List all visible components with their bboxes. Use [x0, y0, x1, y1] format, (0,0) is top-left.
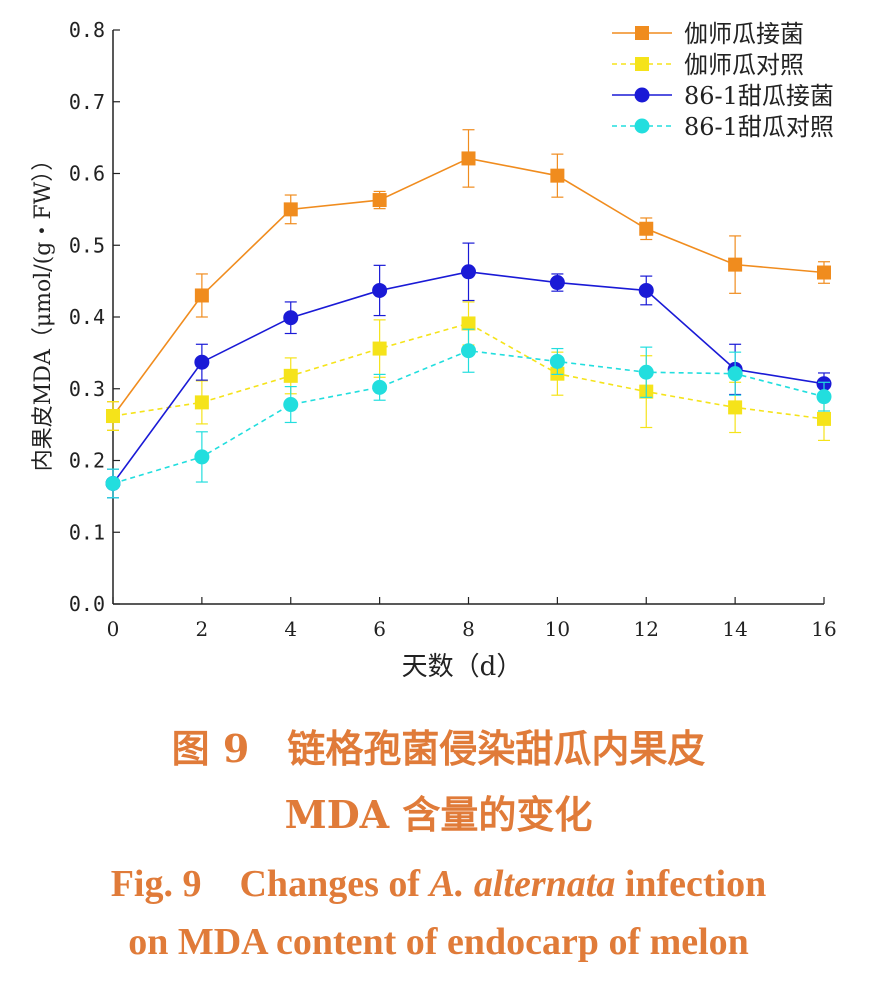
caption-en-species: A. alternata: [429, 863, 616, 905]
x-axis-label: 天数（d）: [402, 652, 523, 682]
data-point: [461, 343, 476, 359]
legend-item: 86-1甜瓜接菌: [612, 82, 834, 110]
series-3: [105, 242, 832, 499]
y-tick-label: 0.3: [69, 377, 105, 401]
legend-marker: [634, 118, 650, 134]
x-tick-label: 8: [462, 617, 475, 641]
data-point: [727, 366, 743, 382]
data-point: [817, 265, 831, 280]
data-point: [372, 341, 387, 356]
y-tick-label: 0.8: [69, 18, 105, 42]
data-point: [372, 193, 387, 208]
legend-label: 86-1甜瓜接菌: [684, 82, 834, 110]
y-tick-label: 0.7: [69, 90, 105, 114]
chart-series: [105, 129, 832, 499]
data-point: [194, 395, 209, 410]
y-tick-label: 0.6: [69, 162, 105, 186]
caption-cn-line2: MDA 含量的变化: [284, 792, 593, 837]
x-tick-label: 0: [107, 617, 120, 641]
legend-marker: [635, 26, 649, 40]
caption-en-suffix: infection: [615, 863, 767, 905]
data-point: [549, 353, 565, 369]
data-point: [283, 397, 299, 413]
data-point: [639, 221, 654, 236]
y-tick-label: 0.0: [69, 592, 105, 616]
legend-label: 伽师瓜对照: [684, 51, 804, 79]
data-point: [283, 310, 299, 326]
x-tick-label: 6: [373, 617, 386, 641]
data-point: [549, 275, 565, 291]
data-point: [283, 368, 298, 383]
data-point: [372, 282, 388, 298]
x-tick-label: 4: [284, 617, 297, 641]
y-axis-label: 内果皮MDA（μmol/(g・FW））: [31, 149, 56, 471]
data-point: [461, 316, 476, 331]
data-point: [194, 354, 210, 370]
x-tick-label: 16: [811, 617, 836, 641]
data-point: [728, 400, 743, 415]
y-tick-label: 0.4: [69, 305, 105, 329]
y-tick-label: 0.2: [69, 449, 105, 473]
series-line: [112, 322, 825, 420]
data-point: [461, 151, 476, 166]
x-tick-label: 10: [545, 617, 570, 641]
x-tick-label: 14: [722, 617, 747, 641]
data-point: [817, 411, 831, 426]
caption-en-line2: on MDA content of endocarp of melon: [128, 921, 749, 963]
data-point: [105, 475, 121, 491]
data-point: [283, 202, 298, 217]
x-tick-label: 12: [634, 617, 659, 641]
data-point: [461, 264, 476, 280]
chart-axes: 0.0 0.1 0.2 0.3 0.4 0.5 0.6 0.7 0.8 0 2 4 6 8 10 12 14 16: [69, 18, 837, 641]
caption-en-prefix: Fig. 9 Changes of: [110, 863, 430, 905]
legend-item: 伽师瓜接菌: [612, 20, 804, 48]
data-point: [372, 379, 388, 395]
data-point: [638, 364, 654, 380]
y-tick-label: 0.1: [69, 520, 105, 544]
legend-marker: [634, 87, 650, 103]
data-point: [550, 168, 565, 183]
data-point: [194, 288, 209, 303]
data-point: [106, 409, 120, 424]
data-point: [638, 282, 654, 298]
legend-label: 86-1甜瓜对照: [684, 113, 834, 141]
caption-en-line1: Fig. 9 Changes of A. alternata infection: [0, 852, 877, 907]
series-2: [106, 301, 831, 442]
caption-cn-line1: 图 9 链格孢菌侵染甜瓜内果皮: [171, 726, 706, 771]
mda-line-chart: 0.0 0.1 0.2 0.3 0.4 0.5 0.6 0.7 0.8 0 2 4 6 8 10 12 14 16…: [31, 18, 837, 682]
x-tick-label: 2: [196, 617, 209, 641]
legend-marker: [635, 57, 649, 71]
data-point: [194, 449, 210, 465]
y-tick-label: 0.5: [69, 233, 105, 257]
data-point: [816, 389, 832, 405]
legend-item: 伽师瓜对照: [612, 51, 804, 79]
data-point: [728, 257, 743, 272]
series-4: [105, 328, 832, 499]
legend-item: 86-1甜瓜对照: [612, 113, 834, 141]
legend-label: 伽师瓜接菌: [684, 20, 804, 48]
